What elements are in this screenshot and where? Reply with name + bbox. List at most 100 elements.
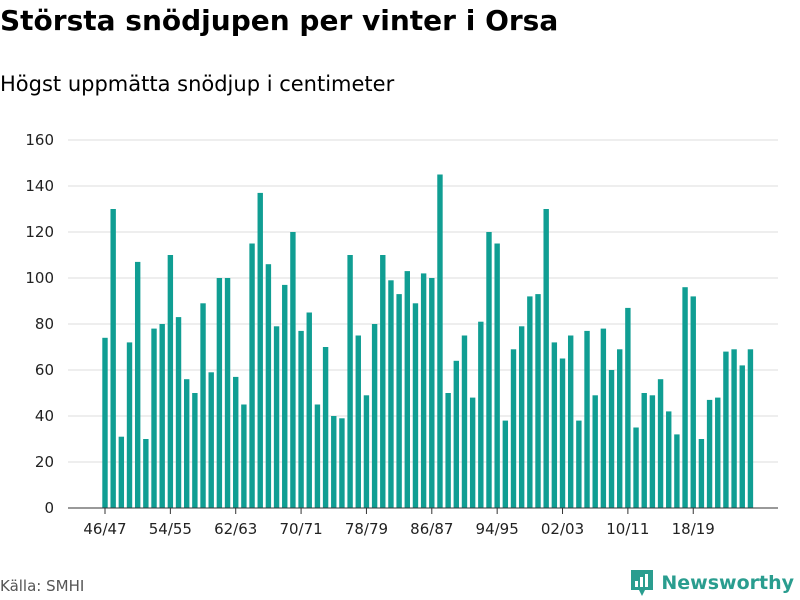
x-tick-label: 86/87: [410, 520, 453, 538]
bar-61/62: [224, 278, 231, 508]
bar-80/81: [380, 255, 386, 508]
bar-67/68: [273, 326, 280, 508]
bar-75/76: [339, 418, 345, 508]
bar-05/06: [584, 330, 590, 508]
bar-chart: 0 20 40 60 80 100 120 140 160 46/47 54/55 62/63 70/…: [25, 131, 778, 538]
x-tick-label: 78/79: [345, 520, 388, 538]
chart-title: Största snödjupen per vinter i Orsa: [0, 4, 559, 37]
bar-62/63: [233, 376, 239, 508]
bar-chart-logo-icon: [631, 570, 654, 596]
bar-76/77: [347, 255, 353, 508]
bar-86/87: [429, 278, 435, 508]
bar-46/47: [102, 337, 108, 508]
bar-07/08: [600, 328, 607, 508]
y-tick-label: 80: [35, 315, 54, 333]
bar-22/23: [723, 351, 729, 508]
x-tick-label: 10/11: [606, 520, 649, 538]
x-tick-label: 70/71: [279, 520, 322, 538]
bar-77/78: [355, 335, 361, 508]
bar-97/98: [518, 326, 525, 508]
y-tick-label: 100: [25, 269, 54, 287]
bar-55/56: [175, 317, 182, 508]
bar-13/14: [649, 395, 656, 508]
bar-56/57: [184, 379, 190, 508]
x-tick-label: 62/63: [214, 520, 257, 538]
bar-51/52: [143, 439, 149, 508]
x-axis: 46/47 54/55 62/63 70/71 78/79 86/87 94/95 02/03…: [68, 507, 778, 538]
bar-85/86: [420, 273, 427, 508]
bar-52/53: [151, 328, 157, 508]
x-tick-label: 94/95: [476, 520, 519, 538]
y-axis: 0 20 40 60 80 100 120 140 160: [25, 131, 54, 517]
bar-09/10: [617, 349, 623, 508]
bar-21/22: [715, 397, 721, 508]
chart-subtitle: Högst uppmätta snödjup i centimeter: [0, 72, 395, 96]
bar-01/02: [551, 342, 558, 508]
bar-83/84: [404, 271, 410, 508]
bar-95/96: [502, 420, 509, 508]
bar-06/07: [592, 395, 598, 508]
bar-03/04: [567, 335, 574, 508]
bar-90/91: [461, 335, 468, 508]
bar-16/17: [674, 434, 680, 508]
bar-15/16: [666, 411, 672, 508]
bar-19/20: [698, 439, 705, 508]
x-tick-label: 54/55: [149, 520, 192, 538]
bar-60/61: [216, 278, 223, 508]
bar-24/25: [739, 365, 745, 508]
bar-04/05: [576, 420, 582, 508]
x-tick-label: 46/47: [83, 520, 126, 538]
brand-logo[interactable]: Newsworthy: [629, 568, 794, 598]
bar-72/73: [314, 404, 321, 508]
bar-92/93: [478, 321, 484, 508]
bar-57/58: [192, 393, 198, 508]
bar-64/65: [249, 243, 255, 508]
bar-02/03: [559, 358, 566, 508]
bar-99/00: [535, 294, 541, 508]
bar-65/66: [257, 192, 263, 508]
source-note: Källa: SMHI: [0, 577, 85, 595]
bar-54/55: [167, 255, 174, 508]
bar-58/59: [200, 303, 206, 508]
bar-47/48: [110, 209, 116, 508]
y-tick-label: 40: [35, 407, 54, 425]
bar-87/88: [437, 174, 443, 508]
bar-12/13: [641, 393, 647, 508]
bar-84/85: [412, 303, 419, 508]
bar-96/97: [510, 349, 517, 508]
x-tick-label: 18/19: [672, 520, 715, 538]
y-tick-label: 20: [35, 453, 54, 471]
bar-68/69: [282, 284, 288, 508]
bar-59/60: [208, 372, 214, 508]
y-tick-label: 60: [35, 361, 54, 379]
bar-63/64: [241, 404, 247, 508]
bar-48/49: [118, 436, 125, 508]
bar-49/50: [126, 342, 133, 508]
bar-18/19: [690, 296, 696, 508]
x-tick-label: 02/03: [541, 520, 584, 538]
bar-69/70: [290, 232, 296, 508]
bar-73/74: [322, 347, 329, 508]
bar-98/99: [527, 296, 533, 508]
y-tick-label: 160: [25, 131, 54, 149]
bar-08/09: [608, 370, 615, 508]
bar-78/79: [363, 395, 370, 508]
bar-91/92: [469, 397, 476, 508]
bar-undefined: [747, 349, 754, 508]
bar-17/18: [682, 287, 688, 508]
bars: [102, 174, 754, 508]
bar-79/80: [371, 324, 378, 508]
y-tick-label: 120: [25, 223, 54, 241]
bar-00/01: [543, 209, 549, 508]
bar-10/11: [625, 307, 631, 508]
bar-70/71: [298, 330, 304, 508]
bar-89/90: [453, 360, 460, 508]
bar-23/24: [731, 349, 737, 508]
bar-81/82: [388, 280, 394, 508]
bar-74/75: [331, 416, 337, 508]
bar-66/67: [265, 264, 272, 508]
bar-11/12: [633, 427, 639, 508]
bar-14/15: [657, 379, 664, 508]
bar-53/54: [159, 324, 165, 508]
y-tick-label: 140: [25, 177, 54, 195]
